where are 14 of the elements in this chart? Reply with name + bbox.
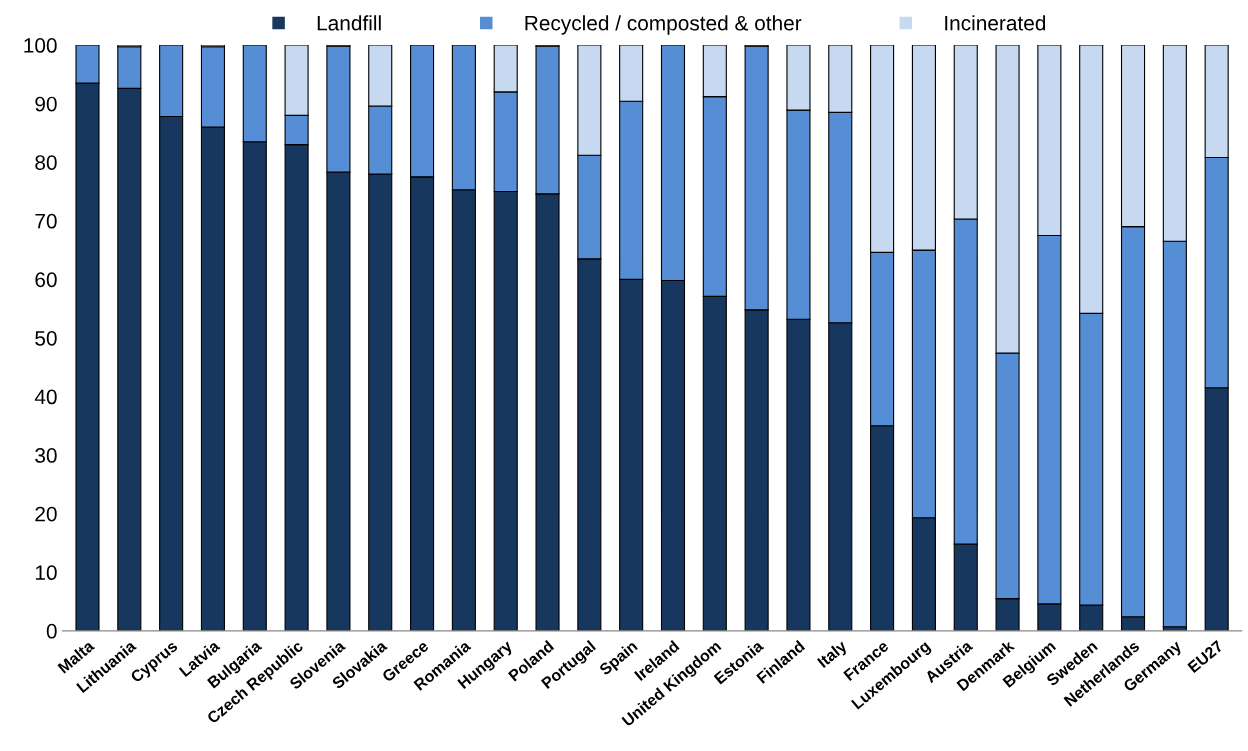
legend-label: Recycled / composted & other bbox=[525, 15, 802, 35]
y-tick-label: 80 bbox=[35, 155, 57, 170]
y-tick-label: 60 bbox=[35, 272, 57, 288]
y-tick-label: 10 bbox=[35, 565, 57, 581]
y-tick-label: 50 bbox=[35, 330, 57, 346]
y-tick-label: 70 bbox=[35, 213, 57, 229]
y-tick-label: 0 bbox=[46, 623, 57, 639]
y-tick-label: 40 bbox=[34, 389, 57, 405]
legend-label: Incinerated bbox=[945, 15, 1046, 31]
legend-label: Landfill bbox=[317, 15, 381, 31]
y-tick-label: 90 bbox=[35, 96, 57, 112]
y-tick-label: 30 bbox=[35, 448, 57, 463]
y-tick-label: 100 bbox=[24, 38, 57, 53]
y-tick-label: 20 bbox=[35, 506, 57, 522]
